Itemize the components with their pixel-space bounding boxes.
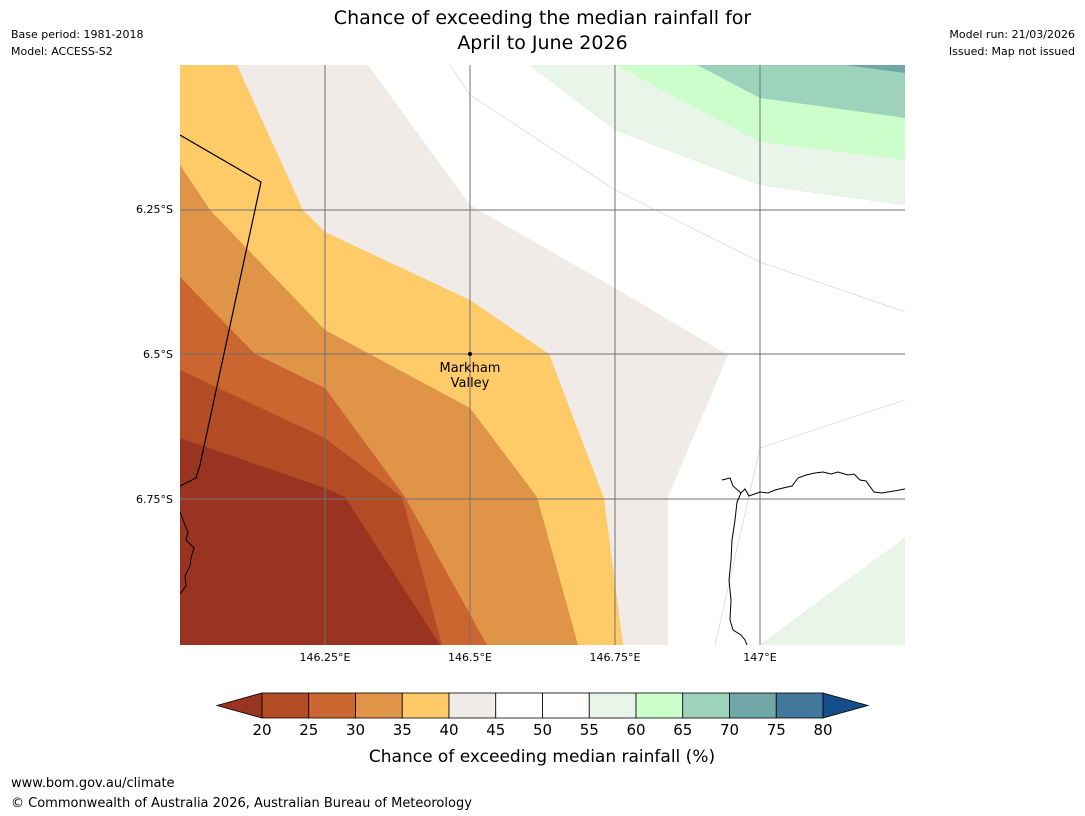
model-name: Model: ACCESS-S2 xyxy=(11,45,113,58)
colorbar-tick-label: 70 xyxy=(720,721,739,739)
colorbar-segment xyxy=(401,692,450,719)
band-55-60-bottom xyxy=(759,537,905,645)
colorbar-segment xyxy=(588,692,637,719)
lon-label-1: 146.25°E xyxy=(300,651,351,664)
lon-labels: 146.25°E 146.5°E 146.75°E 147°E xyxy=(300,651,777,664)
colorbar-tick-label: 60 xyxy=(626,721,645,739)
issued-status: Issued: Map not issued xyxy=(948,45,1075,58)
coastline-south xyxy=(728,492,748,645)
colorbar-segment xyxy=(495,692,543,719)
title-line-2: April to June 2026 xyxy=(457,32,628,54)
footer-copyright: © Commonwealth of Australia 2026, Austra… xyxy=(11,796,472,811)
colorbar-tick-label: 40 xyxy=(439,721,458,739)
colorbar-tick-label: 55 xyxy=(580,721,599,739)
lat-label-3: 6.75°S xyxy=(136,493,173,506)
colorbar-label: Chance of exceeding median rainfall (%) xyxy=(369,747,715,767)
colorbar-segment xyxy=(635,692,684,719)
band-70-75 xyxy=(845,65,905,73)
colorbar-extend-low xyxy=(215,692,263,719)
lon-label-3: 146.75°E xyxy=(590,651,641,664)
colorbar-tick-label: 20 xyxy=(252,721,271,739)
lon-label-4: 147°E xyxy=(743,651,776,664)
colorbar-tick-label: 35 xyxy=(393,721,412,739)
colorbar-segment xyxy=(775,692,824,719)
band-below-20 xyxy=(180,438,440,645)
place-label-line2: Valley xyxy=(451,376,490,391)
colorbar-extend-high xyxy=(822,692,870,719)
coastline-west xyxy=(180,511,195,595)
colorbar-tick-label: 30 xyxy=(346,721,365,739)
lon-label-2: 146.5°E xyxy=(448,651,492,664)
colorbar-tick-label: 65 xyxy=(673,721,692,739)
colorbar-segment xyxy=(542,692,590,719)
colorbar-segment xyxy=(355,692,403,719)
colorbar-segment xyxy=(682,692,730,719)
lat-labels: 6.25°S 6.5°S 6.75°S xyxy=(136,203,173,506)
coastline-east xyxy=(721,471,905,497)
lat-label-1: 6.25°S xyxy=(136,203,173,216)
band-65-70 xyxy=(697,65,905,118)
place-label-line1: Markham xyxy=(440,361,501,376)
map-plot-area xyxy=(180,65,905,645)
colorbar-tick-label: 45 xyxy=(486,721,505,739)
colorbar-segment xyxy=(261,692,310,719)
lat-label-2: 6.5°S xyxy=(143,348,173,361)
metadata-left: Base period: 1981-2018 Model: ACCESS-S2 xyxy=(11,26,143,60)
colorbar-tick-label: 25 xyxy=(299,721,318,739)
colorbar xyxy=(215,692,870,719)
footer-url: www.bom.gov.au/climate xyxy=(11,776,175,791)
base-period: Base period: 1981-2018 xyxy=(11,28,144,41)
map-title: Chance of exceeding the median rainfall … xyxy=(0,6,1085,56)
colorbar-tick-label: 50 xyxy=(533,721,552,739)
colorbar-tick-label: 80 xyxy=(813,721,832,739)
colorbar-segment xyxy=(448,692,497,719)
title-line-1: Chance of exceeding the median rainfall … xyxy=(333,7,752,29)
metadata-right: Model run: 21/03/2026 Issued: Map not is… xyxy=(949,26,1075,60)
province-border xyxy=(180,134,262,487)
model-run: Model run: 21/03/2026 xyxy=(949,28,1075,41)
colorbar-tick-label: 75 xyxy=(767,721,786,739)
colorbar-segment xyxy=(308,692,356,719)
colorbar-ticks: 20 25 30 35 40 45 50 55 60 65 70 75 80 xyxy=(252,721,832,739)
colorbar-segment xyxy=(729,692,777,719)
place-marker xyxy=(468,352,472,356)
